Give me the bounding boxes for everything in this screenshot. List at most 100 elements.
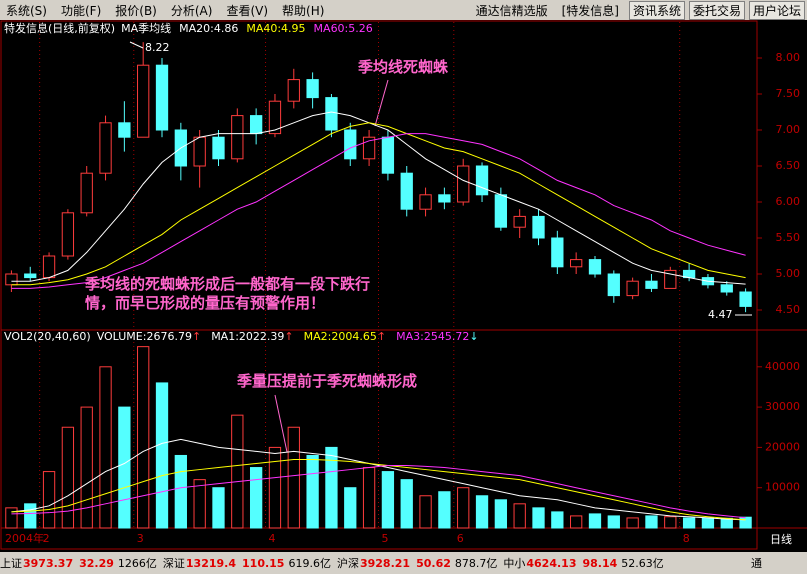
candle-body xyxy=(588,259,602,275)
toolbar-button[interactable]: 资讯系统 xyxy=(628,0,685,20)
legend-name: MA20: xyxy=(179,22,214,35)
legend-value: 2004.65 xyxy=(331,330,377,343)
candle-body xyxy=(287,79,300,102)
ma-line xyxy=(11,133,746,289)
volume-bar xyxy=(362,467,376,529)
legend-name: MA40: xyxy=(246,22,281,35)
index-name: 上证 xyxy=(0,557,22,570)
y-tick-label: 7.50 xyxy=(776,87,801,100)
ma-line xyxy=(11,465,746,519)
volume-bar xyxy=(682,517,696,529)
candle-body xyxy=(118,122,131,138)
volume-bar xyxy=(268,446,282,529)
volume-bar xyxy=(231,414,244,529)
y-tick-label: 5.00 xyxy=(776,267,801,280)
candle-body xyxy=(457,165,470,203)
candle-body xyxy=(362,136,376,160)
period-label: 日线 xyxy=(770,532,792,546)
volume-bar xyxy=(42,471,56,529)
candle-body xyxy=(720,284,733,293)
stock-tag: [特发信息] xyxy=(561,3,619,18)
volume-bar xyxy=(664,516,677,529)
x-tick-label: 2 xyxy=(43,532,50,545)
candle-body xyxy=(739,291,752,307)
volume-bar xyxy=(287,426,300,529)
volume-bar xyxy=(249,467,263,529)
high-pointer xyxy=(129,41,144,49)
menu-item[interactable]: 分析(A) xyxy=(170,3,213,18)
y-tick-label: 20000 xyxy=(765,440,800,453)
x-tick-label: 8 xyxy=(683,532,690,545)
candle-body xyxy=(475,165,489,196)
menu-item[interactable]: 功能(F) xyxy=(60,3,102,18)
candle-body xyxy=(419,194,432,210)
index-value: 3928.21 xyxy=(359,557,411,570)
candle-body xyxy=(570,259,583,268)
volume-bar xyxy=(155,382,169,529)
menu-item[interactable]: 系统(S) xyxy=(6,3,47,18)
corner-label: 通 xyxy=(751,557,762,570)
candle-body xyxy=(607,273,620,297)
volume-bar xyxy=(381,471,395,529)
x-tick-label: 5 xyxy=(382,532,389,545)
index-item: 深证13219.4 110.15 619.6亿 xyxy=(163,555,331,571)
candle-body xyxy=(80,172,93,214)
volume-bar xyxy=(475,495,489,529)
candle-body xyxy=(551,237,564,268)
volume-bar xyxy=(570,515,583,529)
volume-bar xyxy=(80,406,93,529)
x-tick-label: 4 xyxy=(269,532,276,545)
annotation: 情，而早已形成的量压有预警作用！ xyxy=(85,294,325,312)
toolbar-button[interactable]: 委托交易 xyxy=(688,0,745,20)
candle-body xyxy=(5,273,18,286)
legend-arrow: ↑ xyxy=(377,330,386,343)
menu-bar: 系统(S) 功能(F) 报价(B) 分析(A) 查看(V) 帮助(H) 通达信精选版 [特发信… xyxy=(0,0,807,20)
volume-bar xyxy=(99,366,112,529)
volume-bar xyxy=(212,487,225,529)
menu-item[interactable]: 查看(V) xyxy=(226,3,269,18)
candle-body xyxy=(193,136,206,167)
index-value: 13219.4 xyxy=(185,557,237,570)
y-tick-label: 6.50 xyxy=(776,159,801,172)
legend-name: MA3: xyxy=(396,330,424,343)
toolbar-button[interactable]: 用户论坛 xyxy=(748,0,805,20)
index-value: 3973.37 xyxy=(23,557,74,570)
candle-body xyxy=(645,280,658,289)
volume-bar xyxy=(174,454,187,529)
volume-bar xyxy=(607,515,620,529)
volume-bar xyxy=(5,507,18,529)
candle-body xyxy=(306,79,319,99)
y-tick-label: 30000 xyxy=(765,400,800,413)
legend-value: 2545.72 xyxy=(424,330,470,343)
y-tick-label: 4.50 xyxy=(776,303,801,316)
volume-bar xyxy=(551,511,564,529)
legend-arrow: ↑ xyxy=(284,330,293,343)
volume-bar xyxy=(739,516,752,529)
volume-bar xyxy=(306,454,319,529)
legend-value: 2022.39 xyxy=(239,330,285,343)
index-change: 110.15 xyxy=(242,557,285,570)
volume-bar xyxy=(494,499,508,529)
candle-body xyxy=(344,129,357,160)
volume-header: VOL2(20,40,60) VOLUME:2676.79↑ MA1:2022.39… xyxy=(4,330,479,343)
volume-bar xyxy=(61,426,75,529)
legend-arrow: ↑ xyxy=(192,330,201,343)
candle-body xyxy=(99,122,112,174)
volume-bar xyxy=(24,503,37,529)
candle-body xyxy=(626,280,639,297)
menu-item[interactable]: 帮助(H) xyxy=(282,3,325,18)
index-amount: 878.7亿 xyxy=(454,557,498,570)
volume-bar xyxy=(645,515,658,529)
volume-bar xyxy=(438,491,451,529)
index-amount: 1266亿 xyxy=(117,557,157,570)
index-amount: 619.6亿 xyxy=(288,557,331,570)
index-name: 深证 xyxy=(162,557,185,570)
menu-item[interactable]: 报价(B) xyxy=(115,3,157,18)
candle-body xyxy=(249,115,263,135)
price-header: 特发信息(日线,前复权) MA季均线 MA20:4.86 MA40:4.95 MA60:… xyxy=(4,21,373,35)
index-item: 沪深3928.21 50.62 878.7亿 xyxy=(337,555,497,571)
frame xyxy=(0,20,758,550)
candle-body xyxy=(268,100,282,135)
index-change: 98.14 xyxy=(582,557,618,570)
